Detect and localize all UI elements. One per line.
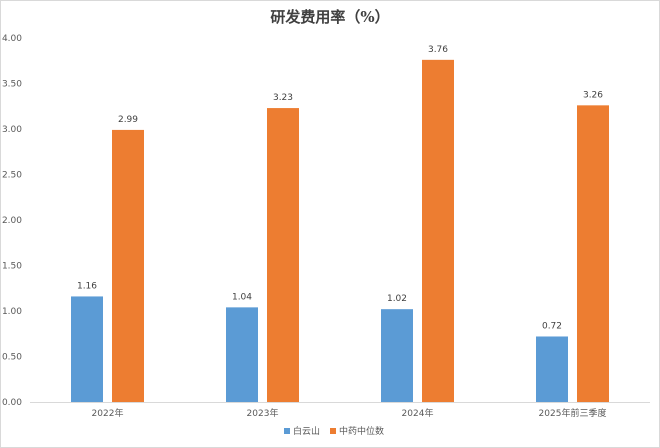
y-tick-label: 1.50 xyxy=(2,262,22,272)
chart-title: 研发费用率（%） xyxy=(270,8,389,26)
data-label: 1.04 xyxy=(232,292,252,302)
bar xyxy=(577,105,609,402)
bar xyxy=(536,336,568,402)
legend-label: 中药中位数 xyxy=(339,425,384,437)
legend-label: 白云山 xyxy=(293,425,320,437)
y-tick-label: 1.00 xyxy=(2,307,22,317)
data-label: 1.16 xyxy=(77,281,97,291)
x-tick-label: 2023年 xyxy=(247,407,279,419)
y-tick-label: 4.00 xyxy=(2,34,22,44)
y-tick-label: 3.50 xyxy=(2,80,22,90)
legend-swatch xyxy=(330,428,336,434)
x-tick-label: 2025年前三季度 xyxy=(539,407,607,419)
y-tick-label: 2.00 xyxy=(2,216,22,226)
x-tick-label: 2022年 xyxy=(92,407,124,419)
y-tick-label: 0.00 xyxy=(2,398,22,408)
data-label: 0.72 xyxy=(542,321,562,331)
data-label: 3.23 xyxy=(273,93,293,103)
data-label: 1.02 xyxy=(387,294,407,304)
y-tick-label: 2.50 xyxy=(2,171,22,181)
data-label: 2.99 xyxy=(118,115,138,125)
bar xyxy=(71,296,103,402)
legend-swatch xyxy=(284,428,290,434)
bar xyxy=(226,307,258,402)
bar xyxy=(381,309,413,402)
bar xyxy=(112,129,144,402)
data-label: 3.26 xyxy=(583,90,603,100)
y-tick-label: 3.00 xyxy=(2,125,22,135)
bar xyxy=(422,59,454,403)
x-tick-label: 2024年 xyxy=(402,407,434,419)
bar xyxy=(267,108,299,402)
data-label: 3.76 xyxy=(428,45,448,55)
y-tick-label: 0.50 xyxy=(2,353,22,363)
